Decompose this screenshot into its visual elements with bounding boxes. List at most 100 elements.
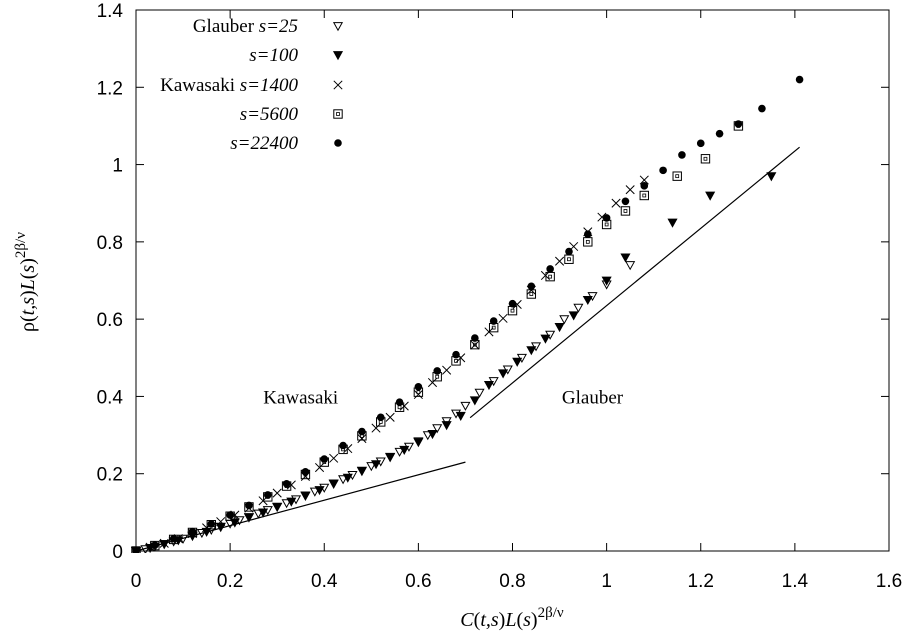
data-point (508, 299, 517, 308)
data-point (263, 491, 272, 499)
series-3 (131, 121, 744, 553)
data-point (226, 511, 234, 519)
data-point (705, 191, 716, 201)
data-point (758, 104, 766, 113)
data-point (441, 421, 452, 431)
data-point (229, 518, 240, 528)
data-point (625, 185, 635, 195)
data-point (471, 334, 479, 342)
annotation-glauber: Glauber (562, 387, 624, 408)
y-tick-label: 0.6 (97, 310, 123, 331)
data-point (489, 317, 498, 325)
data-point (442, 365, 452, 375)
data-point (795, 75, 804, 84)
data-point (470, 340, 480, 350)
data-point (433, 367, 442, 375)
data-point (370, 460, 382, 470)
data-point (196, 528, 207, 539)
x-tick-label: 1.2 (688, 571, 714, 592)
x-tick-label: 1.4 (782, 571, 809, 592)
data-point (766, 172, 777, 182)
legend: Glauber s=25 s=100 Kawasaki s=1400 s=560… (160, 16, 344, 154)
data-point (159, 538, 169, 548)
data-point (507, 305, 518, 316)
data-point (625, 261, 636, 271)
data-point (540, 334, 551, 344)
data-point (371, 423, 381, 433)
data-point (659, 166, 667, 175)
data-point (427, 430, 438, 440)
series-2 (131, 175, 649, 553)
y-tick-label: 0 (112, 542, 123, 563)
data-point (272, 488, 282, 498)
annotation-kawasaki: Kawasaki (263, 387, 338, 408)
data-point (328, 479, 339, 489)
data-point (338, 475, 349, 485)
data-point (399, 445, 410, 455)
data-point (602, 214, 611, 222)
data-point (320, 455, 329, 463)
data-point (413, 438, 424, 448)
data-point (245, 501, 253, 510)
data-point (258, 508, 269, 518)
data-point (546, 265, 554, 273)
data-point (309, 487, 320, 497)
data-point (394, 447, 405, 457)
data-point (358, 427, 366, 436)
data-point (527, 282, 536, 291)
x-tick-label: 1.6 (876, 571, 902, 592)
data-point (243, 513, 254, 523)
data-point (385, 412, 395, 422)
x-axis-label: C(t,s)L(s)2β/ν (460, 605, 564, 631)
data-point (555, 256, 565, 266)
data-point (300, 491, 311, 501)
reference-lines (135, 146, 800, 552)
y-tick-label: 1 (112, 156, 123, 177)
data-point (526, 289, 537, 299)
data-point (620, 206, 631, 216)
data-point (207, 520, 216, 528)
data-point (286, 497, 297, 507)
data-point (672, 171, 682, 181)
data-point (169, 534, 178, 543)
y-tick-label: 1.4 (97, 1, 124, 22)
data-point (559, 315, 570, 325)
data-point (413, 389, 423, 400)
data-point (483, 380, 495, 391)
data-point (498, 313, 508, 323)
x-tick-label: 0.6 (405, 571, 431, 592)
x-tick-label: 0 (131, 571, 142, 592)
data-series (130, 75, 804, 553)
data-point (639, 190, 649, 201)
data-point (512, 357, 523, 367)
y-tick-label: 1.2 (97, 78, 123, 99)
data-point (568, 311, 579, 321)
data-point (282, 479, 291, 488)
legend-marker-1 (332, 51, 344, 61)
data-point (554, 323, 565, 333)
data-point (356, 467, 367, 477)
data-point (314, 486, 325, 496)
reference-line-1 (469, 146, 800, 419)
data-point (469, 396, 480, 406)
data-point (715, 129, 724, 138)
legend-marker-4 (334, 139, 342, 147)
x-tick-label: 0.4 (311, 571, 338, 592)
y-tick-label: 0.4 (97, 387, 124, 408)
y-axis-label: ρ(t,s)L(s)2β/ν (13, 232, 39, 332)
series-1 (130, 172, 777, 553)
data-point (376, 413, 385, 422)
legend-entry-0: Glauber s=25 (193, 16, 298, 37)
x-tick-labels: 0 0.2 0.4 0.6 0.8 1 1.2 1.4 1.6 (131, 571, 903, 592)
data-point (366, 462, 377, 472)
axis-ticks (135, 9, 890, 552)
data-point (474, 388, 485, 398)
x-tick-label: 0.2 (217, 571, 243, 592)
data-point (640, 182, 649, 190)
data-point (216, 517, 226, 527)
data-point (611, 198, 621, 208)
data-point (395, 398, 404, 407)
data-point (432, 424, 443, 434)
legend-marker-2 (333, 80, 343, 90)
legend-entry-3: s=5600 (240, 104, 299, 125)
